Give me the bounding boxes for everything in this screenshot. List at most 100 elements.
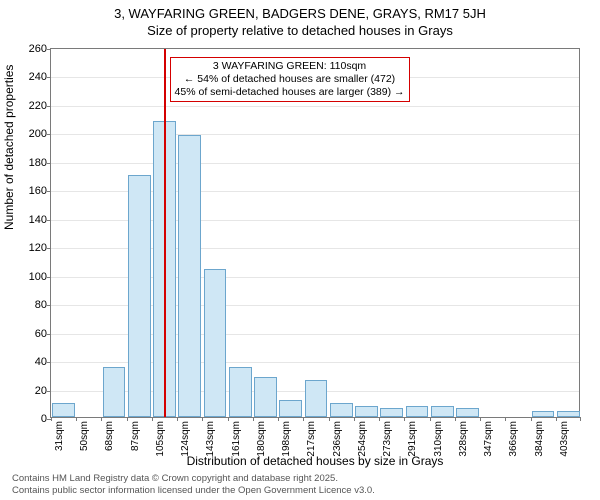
histogram-bar [406,406,429,417]
y-tick-label: 160 [29,185,47,197]
y-tick-label: 120 [29,242,47,254]
y-tick-label: 100 [29,271,47,283]
y-tick-label: 180 [29,157,47,169]
y-tick-label: 140 [29,214,47,226]
chart-title-line1: 3, WAYFARING GREEN, BADGERS DENE, GRAYS,… [0,6,600,23]
x-tick-mark [455,417,456,421]
histogram-bar [557,411,580,417]
y-tick-mark [47,134,51,135]
x-tick-label: 124sqm [180,421,191,457]
x-tick-label: 50sqm [79,421,90,451]
histogram-bar [456,408,479,417]
y-axis-label: Number of detached properties [2,65,16,230]
y-tick-mark [47,248,51,249]
histogram-bar [204,269,227,417]
x-tick-mark [480,417,481,421]
x-tick-mark [505,417,506,421]
histogram-bar [128,175,151,417]
x-tick-label: 254sqm [357,421,368,457]
x-tick-label: 161sqm [231,421,242,457]
y-tick-mark [47,49,51,50]
x-tick-label: 180sqm [256,421,267,457]
x-tick-label: 366sqm [508,421,519,457]
histogram-bar [254,377,277,417]
y-tick-mark [47,277,51,278]
histogram-bar [279,400,302,417]
x-tick-mark [202,417,203,421]
histogram-bar [330,403,353,417]
annotation-line: ← 54% of detached houses are smaller (47… [175,73,405,86]
x-tick-mark [430,417,431,421]
x-tick-label: 68sqm [104,421,115,451]
y-tick-mark [47,77,51,78]
x-tick-mark [253,417,254,421]
y-tick-mark [47,163,51,164]
histogram-bar [431,406,454,417]
x-axis-label: Distribution of detached houses by size … [50,454,580,468]
footer-line1: Contains HM Land Registry data © Crown c… [12,473,375,484]
x-tick-label: 31sqm [54,421,65,451]
y-tick-label: 80 [35,299,47,311]
histogram-bar [305,380,328,417]
x-tick-label: 143sqm [205,421,216,457]
x-tick-label: 291sqm [407,421,418,457]
y-tick-label: 60 [35,328,47,340]
x-tick-mark [580,417,581,421]
histogram-bar [229,367,252,417]
chart-footer: Contains HM Land Registry data © Crown c… [12,473,375,496]
x-tick-mark [278,417,279,421]
x-tick-label: 403sqm [559,421,570,457]
y-tick-label: 40 [35,356,47,368]
annotation-line: 3 WAYFARING GREEN: 110sqm [175,60,405,73]
x-tick-mark [303,417,304,421]
x-tick-mark [101,417,102,421]
x-tick-label: 87sqm [130,421,141,451]
gridline [51,163,579,164]
x-tick-mark [228,417,229,421]
chart-title-line2: Size of property relative to detached ho… [0,23,600,40]
x-tick-mark [51,417,52,421]
x-tick-mark [127,417,128,421]
y-tick-mark [47,220,51,221]
x-tick-label: 310sqm [433,421,444,457]
y-tick-mark [47,334,51,335]
reference-line [164,49,166,417]
histogram-bar [52,403,75,417]
histogram-bar [355,406,378,417]
y-tick-label: 20 [35,385,47,397]
footer-line2: Contains public sector information licen… [12,485,375,496]
annotation-line: 45% of semi-detached houses are larger (… [175,86,405,99]
x-tick-label: 347sqm [483,421,494,457]
x-tick-label: 328sqm [458,421,469,457]
y-tick-mark [47,106,51,107]
histogram-bar [103,367,126,417]
y-tick-mark [47,362,51,363]
gridline [51,134,579,135]
y-tick-mark [47,391,51,392]
histogram-bar [532,411,555,417]
y-tick-mark [47,305,51,306]
chart-plot-area: 02040608010012014016018020022024026031sq… [50,48,580,418]
x-tick-label: 198sqm [281,421,292,457]
x-tick-mark [556,417,557,421]
y-tick-label: 240 [29,71,47,83]
x-tick-mark [404,417,405,421]
x-tick-label: 384sqm [534,421,545,457]
histogram-bar [380,408,403,417]
x-tick-label: 273sqm [382,421,393,457]
y-tick-label: 260 [29,43,47,55]
x-tick-mark [177,417,178,421]
y-tick-label: 0 [41,413,47,425]
y-tick-label: 200 [29,128,47,140]
x-tick-mark [531,417,532,421]
y-tick-mark [47,191,51,192]
x-tick-mark [379,417,380,421]
x-tick-label: 236sqm [332,421,343,457]
histogram-bar [178,135,201,417]
x-tick-mark [354,417,355,421]
gridline [51,106,579,107]
x-tick-mark [152,417,153,421]
annotation-box: 3 WAYFARING GREEN: 110sqm← 54% of detach… [170,57,410,102]
x-tick-mark [329,417,330,421]
x-tick-mark [76,417,77,421]
